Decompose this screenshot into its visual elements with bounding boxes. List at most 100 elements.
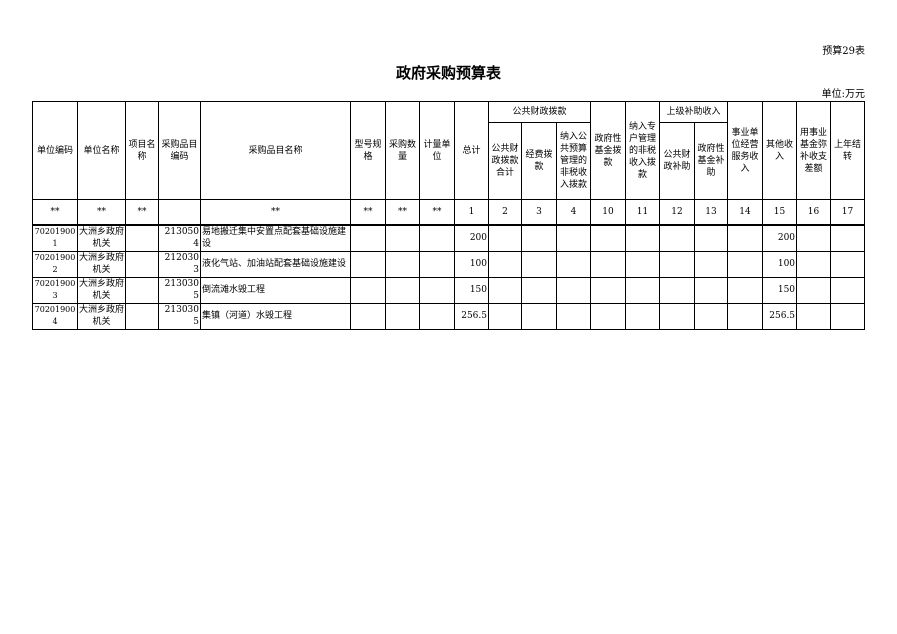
cell-empty (659, 302, 696, 330)
cell-empty (659, 250, 696, 278)
index-cell: ** (32, 199, 78, 226)
cell-empty (830, 250, 866, 278)
cell-empty (590, 302, 627, 330)
header-item-code: 采购品目编码 (158, 101, 201, 200)
cell-empty (796, 302, 832, 330)
header-upper-public: 公共财政补助 (659, 122, 696, 200)
cell-spec (350, 276, 386, 304)
cell-empty (727, 250, 764, 278)
cell-empty (659, 224, 696, 252)
cell-unit-name: 大洲乡政府机关 (77, 276, 126, 304)
cell-empty (694, 302, 729, 330)
index-cell: 2 (488, 199, 522, 226)
cell-item-code: 2130504 (158, 224, 201, 252)
cell-project-name (125, 224, 159, 252)
cell-spec (350, 224, 386, 252)
index-cell: 4 (555, 199, 592, 226)
cell-empty (555, 250, 592, 278)
cell-empty (796, 276, 832, 304)
index-cell (158, 199, 201, 226)
cell-empty (694, 224, 729, 252)
index-cell: 11 (625, 199, 661, 226)
header-special-nontax: 纳入专户管理的非税收入拨款 (625, 101, 661, 200)
cell-measure (419, 276, 455, 304)
index-cell: ** (125, 199, 159, 226)
cell-unit-name: 大洲乡政府机关 (77, 250, 126, 278)
cell-measure (419, 224, 455, 252)
cell-empty (590, 250, 627, 278)
index-cell: 12 (659, 199, 696, 226)
cell-empty (555, 302, 592, 330)
header-upper-fund: 政府性基金补助 (694, 122, 729, 200)
cell-total: 200 (454, 224, 489, 252)
cell-empty (694, 250, 729, 278)
cell-empty (521, 250, 557, 278)
cell-empty (625, 302, 661, 330)
cell-empty (830, 302, 866, 330)
cell-empty (830, 224, 866, 252)
table-row: 702019004 大洲乡政府机关 2130305 集镇（河道）水毁工程 256.5 25… (32, 302, 866, 330)
cell-measure (419, 302, 455, 330)
cell-project-name (125, 302, 159, 330)
cell-item-name: 易地搬迁集中安置点配套基础设施建设 (200, 224, 351, 252)
cell-qty (385, 224, 420, 252)
cell-empty (521, 224, 557, 252)
cell-other: 150 (762, 276, 798, 304)
header-public-total: 公共财政拨款合计 (488, 122, 522, 200)
cell-project-name (125, 250, 159, 278)
cell-unit-code: 702019002 (32, 250, 78, 278)
cell-unit-code: 702019003 (32, 276, 78, 304)
index-cell: 16 (796, 199, 832, 226)
table-row: 702019002 大洲乡政府机关 2120303 液化气站、加油站配套基础设施建设 1… (32, 250, 866, 278)
header-business: 事业单位经营服务收入 (727, 101, 764, 200)
header-reserve: 用事业基金弥补收支差额 (796, 101, 832, 200)
cell-empty (796, 250, 832, 278)
cell-empty (625, 250, 661, 278)
header-other: 其他收入 (762, 101, 798, 200)
form-tag: 预算29表 (822, 46, 865, 57)
cell-unit-name: 大洲乡政府机关 (77, 224, 126, 252)
cell-total: 150 (454, 276, 489, 304)
header-qty: 采购数量 (385, 101, 420, 200)
page-title: 政府采购预算表 (395, 64, 501, 82)
table-row: 702019001 大洲乡政府机关 2130504 易地搬迁集中安置点配套基础设施建设… (32, 224, 866, 252)
index-cell: ** (77, 199, 126, 226)
header-project-name: 项目名称 (125, 101, 159, 200)
cell-other: 256.5 (762, 302, 798, 330)
cell-spec (350, 302, 386, 330)
procurement-table: 单位编码 单位名称 项目名称 采购品目编码 采购品目名称 型号规格 采购数量 计… (32, 101, 866, 330)
cell-empty (488, 302, 522, 330)
header-public-group: 公共财政拨款 (487, 101, 592, 123)
cell-empty (488, 250, 522, 278)
cell-empty (590, 276, 627, 304)
cell-spec (350, 250, 386, 278)
header-funding: 经费拨款 (521, 122, 557, 200)
index-cell: 13 (694, 199, 729, 226)
index-cell: 17 (830, 199, 866, 226)
cell-item-code: 2130305 (158, 302, 201, 330)
table-row: 702019003 大洲乡政府机关 2130305 倒流滩水毁工程 150 150 (32, 276, 866, 304)
index-cell: ** (350, 199, 386, 226)
index-cell: 1 (454, 199, 489, 226)
index-cell: 3 (521, 199, 557, 226)
unit-label: 单位:万元 (821, 89, 865, 100)
header-item-name: 采购品目名称 (200, 101, 351, 200)
cell-empty (625, 224, 661, 252)
header-unit-name: 单位名称 (77, 101, 126, 200)
cell-empty (488, 224, 522, 252)
cell-empty (555, 224, 592, 252)
cell-measure (419, 250, 455, 278)
header-upper-group: 上级补助收入 (659, 101, 729, 123)
cell-empty (488, 276, 522, 304)
cell-total: 100 (454, 250, 489, 278)
cell-empty (727, 302, 764, 330)
cell-empty (830, 276, 866, 304)
cell-empty (555, 276, 592, 304)
cell-project-name (125, 276, 159, 304)
cell-total: 256.5 (454, 302, 489, 330)
cell-empty (625, 276, 661, 304)
cell-unit-code: 702019001 (32, 224, 78, 252)
index-row: ** ** ** ** ** ** ** 1 2 3 4 10 11 12 13 14 15 16 17 (32, 199, 866, 226)
header-total: 总计 (454, 101, 489, 200)
index-cell: ** (419, 199, 455, 226)
